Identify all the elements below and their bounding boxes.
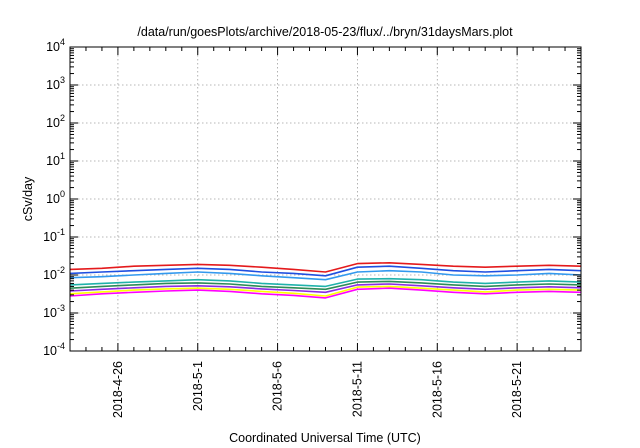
x-tick-label: 2018-5-11 [350,361,364,417]
series-line [69,280,582,291]
y-tick-label: 104 [46,37,65,54]
chart-title: /data/run/goesPlots/archive/2018-05-23/f… [137,25,513,39]
y-axis-label: cSv/day [21,176,35,221]
y-tick-label: 10-4 [43,341,65,358]
series-line [69,287,582,299]
series-line [69,277,582,288]
series-line [69,285,582,297]
series-line [69,265,582,277]
series-line [69,269,582,281]
y-tick-label: 101 [46,151,65,168]
x-tick-label: 2018-5-6 [271,361,285,411]
x-axis-label: Coordinated Universal Time (UTC) [229,431,421,445]
y-tick-label: 10-2 [43,265,65,282]
y-axis: 10-4 10-3 10-2 10-1 100 101 102 103 104 [43,37,581,358]
x-tick-label: 2018-5-21 [510,361,524,418]
x-tick-label: 2018-5-16 [430,361,444,418]
y-tick-label: 10-3 [43,303,65,320]
series-line [69,261,582,273]
x-tick-label: 2018-5-1 [191,361,205,411]
x-tick-label: 2018-4-26 [111,361,125,418]
y-tick-label: 10-1 [43,227,65,244]
y-tick-label: 100 [46,189,65,206]
series-line [69,283,582,294]
x-axis: 2018-4-26 2018-5-1 2018-5-6 2018-5-11 2018-5… [85,47,566,418]
grid [70,47,581,351]
y-tick-label: 103 [46,75,65,92]
series-group [69,261,582,299]
y-tick-label: 102 [46,113,65,130]
